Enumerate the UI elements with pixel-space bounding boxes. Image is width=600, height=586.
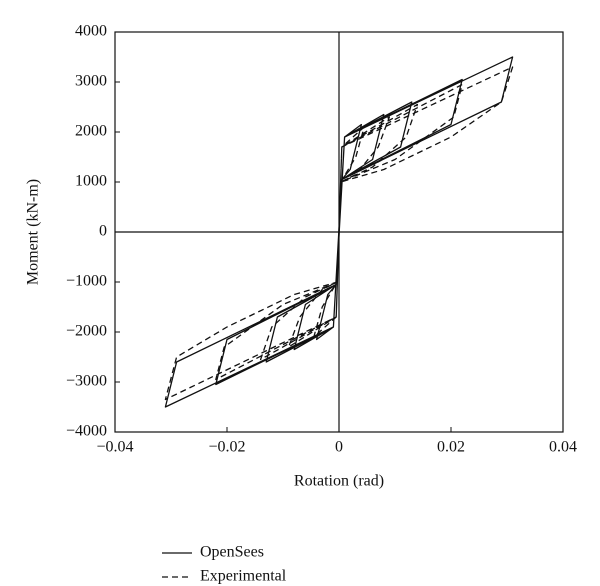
y-tick-label: −1000 [66, 273, 107, 290]
y-tick-label: 0 [99, 223, 107, 240]
series-line [164, 66, 514, 401]
y-tick-label: −3000 [66, 373, 107, 390]
y-tick-label: 2000 [75, 123, 107, 140]
x-tick-label: 0.04 [549, 439, 577, 456]
legend-label: Experimental [200, 568, 287, 585]
y-tick-label: −2000 [66, 323, 107, 340]
y-tick-label: 3000 [75, 73, 107, 90]
x-axis-label: Rotation (rad) [294, 473, 384, 490]
legend-label: OpenSees [200, 544, 264, 561]
x-tick-label: 0 [335, 439, 343, 456]
y-tick-label: −4000 [66, 423, 107, 440]
y-axis-label: Moment (kN-m) [25, 179, 42, 285]
x-tick-label: 0.02 [437, 439, 465, 456]
y-tick-label: 1000 [75, 173, 107, 190]
y-tick-label: 4000 [75, 23, 107, 40]
x-tick-label: −0.02 [208, 439, 245, 456]
x-tick-label: −0.04 [96, 439, 133, 456]
